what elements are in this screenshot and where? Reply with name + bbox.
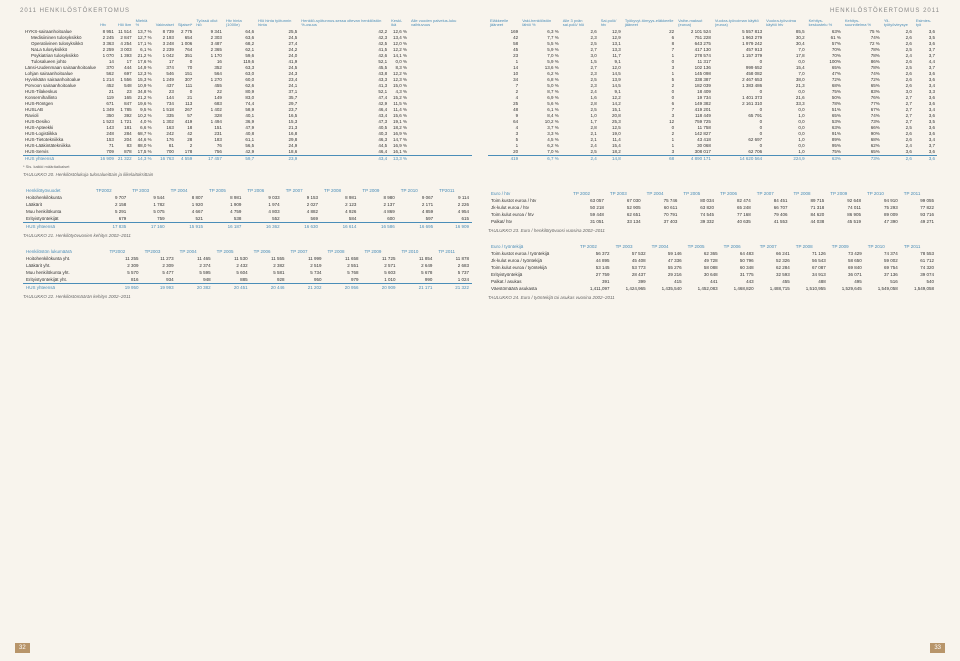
main-table-left: HtvHlö lkmMiehiä %VakinaisetSijaiset*Työ… bbox=[23, 18, 472, 162]
page-num-right: 33 bbox=[930, 643, 945, 653]
table-row: Hoitohenkilökunta yht.11 25511 27311 465… bbox=[23, 255, 472, 262]
page-num-left: 32 bbox=[15, 643, 30, 653]
t3-caption: TAULUKKO 22. Henkilöstömäärän kehitys 20… bbox=[23, 294, 472, 299]
table-row: Erityistyöntekijä27 75928 43729 21630 64… bbox=[488, 271, 937, 278]
table-row: Väestömäärä asukasta1,411,0971,424,9651,… bbox=[488, 285, 937, 292]
main-table-right: Eläkkeelle jääneetVaki-henkilöstön lähtö… bbox=[488, 18, 937, 162]
table-row: Palkat / asukas3913994154414434554884955… bbox=[488, 278, 937, 285]
table-row: Länsi-Uudenmaan sairaanhoitoalue37044414… bbox=[23, 65, 472, 71]
main-footnote: * Sis. kaikki määräaikaiset bbox=[23, 164, 472, 169]
table-row: Palkat/ htv31 05133 13437 40339 33240 63… bbox=[488, 218, 937, 225]
table-row: Lääkärit yht.2 3092 3092 3742 4322 3822 … bbox=[23, 262, 472, 269]
header-right: HENKILÖSTÖKERTOMUS 2011 bbox=[830, 8, 940, 14]
table2: HenkilötyövuodetTP2002TP 2003TP 2004TP 2… bbox=[23, 187, 472, 230]
table-row: Toim.kustot euroa / työntekijä56 37257 5… bbox=[488, 250, 937, 257]
table-row: Hoitohenkilökunta9 7079 5448 8078 9819 0… bbox=[23, 194, 472, 201]
right-page: Eläkkeelle jääneetVaki-henkilöstön lähtö… bbox=[480, 18, 945, 308]
table-row: Toim.kulut euroa / htv59 44862 65170 791… bbox=[488, 211, 937, 218]
t4-caption: TAULUKKO 23. Euro / henkilötyövuosi vuos… bbox=[488, 228, 937, 233]
table-row: Lääkärit2 1581 7821 9201 9091 9742 0272 … bbox=[23, 201, 472, 208]
table-row: Toim.kustot euroa / htv63 05767 03075 74… bbox=[488, 197, 937, 204]
left-page: HtvHlö lkmMiehiä %VakinaisetSijaiset*Työ… bbox=[15, 18, 480, 308]
header-left: 2011 HENKILÖSTÖKERTOMUS bbox=[20, 8, 130, 14]
table3: Henkilöstön lukumääräTP2002TP2003TP 2004… bbox=[23, 248, 472, 291]
table-row: Muu henkilökunta yht.5 5705 4775 5955 60… bbox=[23, 269, 472, 276]
t2-caption: TAULUKKO 21. Henkilötyövuosien kehitys 2… bbox=[23, 233, 472, 238]
main-caption: TAULUKKO 20. Henkilöstölukuja tulosaluei… bbox=[23, 172, 472, 177]
table5: Euro / työntekijäTP 2002TP 2003TP 2004TP… bbox=[488, 243, 937, 292]
page-header: 2011 HENKILÖSTÖKERTOMUS HENKILÖSTÖKERTOM… bbox=[0, 0, 960, 18]
content: HtvHlö lkmMiehiä %VakinaisetSijaiset*Työ… bbox=[0, 18, 960, 308]
table-row: Muu henkilökunta5 2915 0754 6674 7594 80… bbox=[23, 208, 472, 215]
table-row: Toim.kulut euroa / työntekijä53 14553 77… bbox=[488, 264, 937, 271]
t5-caption: TAULUKKO 24. Euro / työntekijä tai asuka… bbox=[488, 295, 937, 300]
table-row: Erityistyöntekijät6797595215385525695846… bbox=[23, 215, 472, 223]
table-row: Jk-kulut euroa / työntekijä44 89545 4084… bbox=[488, 257, 937, 264]
table-row: Erityistyöntekijät yht.81693494888592895… bbox=[23, 276, 472, 284]
table-row: Jk-kulut euroa / htv50 21852 90560 61163… bbox=[488, 204, 937, 211]
table4: Euro / htvTP 2002TP 2003TP 2004TP 2005TP… bbox=[488, 190, 937, 225]
